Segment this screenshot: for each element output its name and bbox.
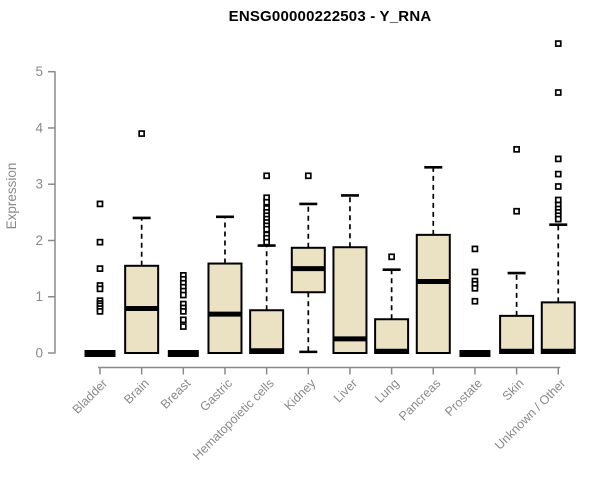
outlier-point xyxy=(138,130,146,137)
box-group-hematopoietic-cells xyxy=(249,172,285,354)
box-group-bladder xyxy=(84,200,116,357)
collapsed-box-bladder xyxy=(84,350,116,357)
outlier-point xyxy=(96,200,104,208)
x-tick-label-breast: Breast xyxy=(158,376,194,412)
x-tick-label-skin: Skin xyxy=(500,376,527,403)
iqr-box-unknown-other xyxy=(540,301,576,354)
collapsed-box-prostate xyxy=(459,350,491,357)
x-tick-label-gastric: Gastric xyxy=(197,376,235,414)
outlier-point xyxy=(471,245,479,253)
x-tick-label-hematopoietic-cells: Hematopoietic cells xyxy=(190,376,277,463)
outlier-point xyxy=(554,155,562,163)
box-group-brain xyxy=(124,130,160,354)
box-group-prostate xyxy=(459,245,491,357)
box-group-unknown-other xyxy=(540,40,576,354)
box-group-skin xyxy=(499,145,535,355)
outlier-point xyxy=(304,172,312,180)
x-tick-label-unknown-other: Unknown / Other xyxy=(492,376,568,452)
outlier-point xyxy=(388,253,395,261)
iqr-box-skin xyxy=(499,314,535,355)
y-tick-label: 3 xyxy=(35,177,43,192)
outlier-point xyxy=(179,323,187,330)
outlier-point xyxy=(471,284,479,292)
outlier-point xyxy=(554,89,562,96)
x-tick-label-bladder: Bladder xyxy=(70,376,110,416)
outlier-point xyxy=(554,215,562,223)
iqr-box-lung xyxy=(374,318,410,354)
outlier-point xyxy=(96,238,104,246)
x-tick-label-pancreas: Pancreas xyxy=(396,376,443,423)
outlier-point xyxy=(179,316,187,324)
outlier-point xyxy=(96,265,104,272)
outlier-point xyxy=(263,172,270,180)
outlier-point xyxy=(554,40,562,47)
y-tick-label: 4 xyxy=(35,120,43,135)
outlier-point xyxy=(96,308,104,315)
collapsed-box-breast xyxy=(167,350,199,357)
y-axis-label: Expression xyxy=(4,163,19,230)
y-tick-label: 5 xyxy=(35,64,43,79)
x-tick-label-lung: Lung xyxy=(372,376,402,406)
outlier-point xyxy=(179,291,187,299)
y-tick-label: 1 xyxy=(35,289,43,304)
y-axis: 0 1 2 3 4 5 Expression xyxy=(4,64,56,361)
x-tick-label-prostate: Prostate xyxy=(442,376,485,419)
outlier-point xyxy=(96,285,104,293)
outlier-point xyxy=(513,207,520,215)
x-tick-label-brain: Brain xyxy=(121,376,152,407)
chart-title: ENSG00000222503 - Y_RNA xyxy=(228,8,432,25)
box-group-kidney xyxy=(290,172,326,354)
outlier-point xyxy=(471,297,479,305)
box-group-breast xyxy=(167,272,199,357)
iqr-box-pancreas xyxy=(415,233,451,355)
outlier-point xyxy=(513,145,520,153)
iqr-box-liver xyxy=(332,246,368,354)
outlier-point xyxy=(554,183,562,190)
y-tick-label: 0 xyxy=(35,346,43,361)
iqr-box-hematopoietic-cells xyxy=(249,309,285,354)
box-group-gastric xyxy=(207,215,243,354)
outlier-point xyxy=(179,308,187,315)
y-tick-label: 2 xyxy=(35,233,43,248)
outlier-point xyxy=(263,238,270,246)
x-tick-label-kidney: Kidney xyxy=(281,376,318,413)
box-group-liver xyxy=(332,194,368,354)
x-tick-label-liver: Liver xyxy=(331,376,360,405)
outlier-point xyxy=(471,268,479,276)
outlier-point xyxy=(554,170,562,178)
box-group-lung xyxy=(374,253,410,354)
outlier-point xyxy=(263,198,270,206)
iqr-box-gastric xyxy=(207,262,243,354)
box-group-pancreas xyxy=(415,166,451,355)
outlier-point xyxy=(263,225,270,233)
